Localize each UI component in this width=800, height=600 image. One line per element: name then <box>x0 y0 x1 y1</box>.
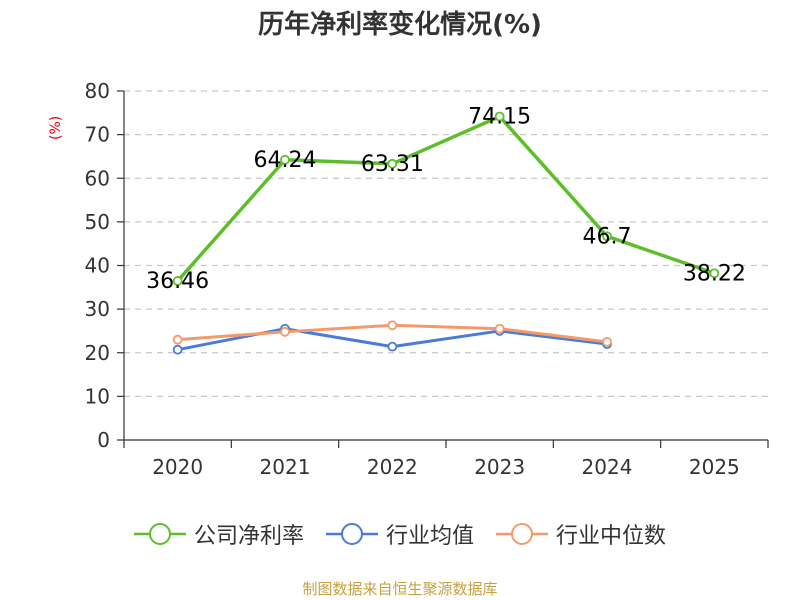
data-point <box>280 154 290 165</box>
data-point <box>280 326 290 337</box>
x-tick-label: 2022 <box>367 455 418 479</box>
line-chart: 0 10 20 30 40 50 60 70 80 2020 2021 2022 2023 2024 202… <box>85 79 769 479</box>
data-labels: 36.46 64.24 63.31 74.15 46.7 38.22 <box>146 105 746 294</box>
series-line <box>176 114 715 283</box>
y-tick-label: 20 <box>85 341 110 365</box>
data-point <box>709 268 720 279</box>
data-point <box>387 341 398 352</box>
legend-marker-icon <box>133 523 186 545</box>
legend-label: 行业中位数 <box>556 524 667 549</box>
data-point <box>172 334 183 345</box>
grid-lines <box>124 90 768 397</box>
legend-label: 公司净利率 <box>193 524 304 549</box>
legend-marker-icon <box>325 523 378 545</box>
data-label: 63.31 <box>361 152 424 177</box>
y-tick-label: 10 <box>85 384 110 408</box>
legend-item-0[interactable]: 公司净利率 <box>133 518 304 550</box>
y-tick-label: 80 <box>85 79 110 103</box>
data-label: 74.15 <box>468 105 531 130</box>
legend: 公司净利率 行业均值 行业中位数 <box>0 518 800 550</box>
data-point <box>602 231 612 242</box>
data-point <box>172 276 183 286</box>
data-label: 38.22 <box>683 261 746 286</box>
data-label: 46.7 <box>583 224 632 249</box>
data-point <box>494 111 505 122</box>
chart-title: 历年净利率变化情况(%) <box>258 10 542 40</box>
x-tick-label: 2021 <box>260 455 311 479</box>
series-2 <box>172 320 612 347</box>
data-point <box>602 336 612 347</box>
x-tick-label: 2025 <box>689 455 740 479</box>
data-label: 36.46 <box>146 269 209 294</box>
x-tick-label: 2023 <box>474 455 525 479</box>
data-point <box>494 323 505 334</box>
y-tick-label: 50 <box>85 210 110 234</box>
legend-item-2[interactable]: 行业中位数 <box>496 518 666 550</box>
axes: 0 10 20 30 40 50 60 70 80 2020 2021 2022 2023 2024 202… <box>85 79 769 479</box>
y-tick-label: 40 <box>85 254 110 278</box>
x-tick-label: 2020 <box>152 455 203 479</box>
y-tick-label: 0 <box>97 428 110 452</box>
data-point <box>387 320 398 331</box>
x-tick-label: 2024 <box>582 455 633 479</box>
legend-label: 行业均值 <box>385 524 474 549</box>
data-label: 64.24 <box>254 148 317 173</box>
data-point <box>172 344 183 355</box>
series-0 <box>172 111 720 286</box>
legend-marker-icon <box>496 523 548 545</box>
data-point <box>387 158 398 169</box>
source-note: 制图数据来自恒生聚源数据库 <box>302 580 498 598</box>
series-lines <box>172 111 720 355</box>
y-tick-label: 60 <box>85 166 110 190</box>
legend-item-1[interactable]: 行业均值 <box>325 518 474 550</box>
y-tick-label: 70 <box>85 123 110 147</box>
y-tick-label: 30 <box>85 297 110 321</box>
